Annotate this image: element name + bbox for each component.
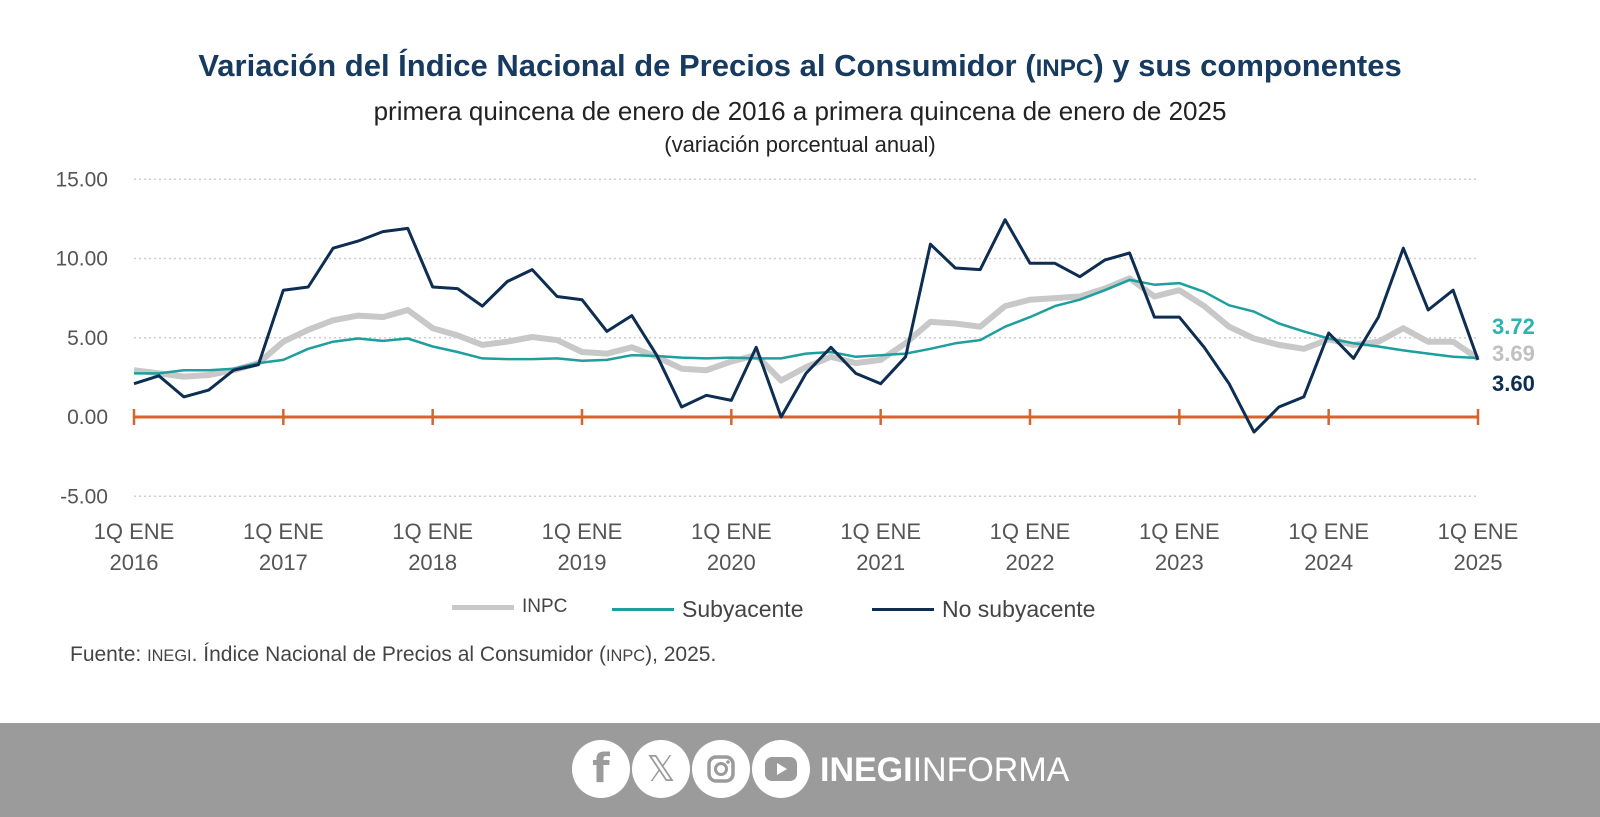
legend-swatch-subyacente (612, 608, 674, 611)
y-tick-label: -5.00 (60, 485, 108, 508)
x-tick-label: 1Q ENE (1438, 519, 1519, 544)
line-chart: 15.00 10.00 5.00 0.00 -5.00 1Q ENE 2016 1Q ENE 2… (55, 168, 1535, 575)
source-note: Fuente: INEGI. Índice Nacional de Precio… (70, 643, 716, 667)
x-tick-label: 2023 (1155, 550, 1204, 575)
chart-title: Variación del Índice Nacional de Precios… (0, 48, 1600, 84)
source-abbr: INEGI (147, 647, 192, 665)
x-icon[interactable]: 𝕏 (632, 740, 690, 798)
x-tick-label: 2016 (110, 550, 159, 575)
y-tick-label: 0.00 (67, 406, 108, 429)
x-tick-label: 1Q ENE (94, 519, 175, 544)
facebook-icon[interactable]: f (572, 740, 630, 798)
youtube-icon[interactable] (752, 740, 810, 798)
footer-bar: f 𝕏 INEGIINFORMA (0, 723, 1600, 817)
legend-item-inpc: INPC (452, 596, 567, 618)
legend-label: No subyacente (942, 596, 1096, 622)
inegi-informa-brand[interactable]: INEGIINFORMA (820, 751, 1069, 790)
y-tick-label: 5.00 (67, 327, 108, 350)
legend-label: Subyacente (682, 596, 804, 622)
x-tick-label: 1Q ENE (542, 519, 623, 544)
end-label-subyacente: 3.72 (1492, 314, 1535, 339)
source-abbr: INPC (605, 647, 646, 665)
x-tick-label: 2022 (1006, 550, 1055, 575)
y-tick-label: 15.00 (55, 168, 108, 191)
x-tick-label: 2018 (408, 550, 457, 575)
title-text-end: ) y sus componentes (1093, 48, 1402, 83)
source-text: ), 2025. (645, 643, 717, 666)
brand-bold: INEGI (820, 751, 913, 789)
legend-item-no-subyacente: No subyacente (872, 596, 1095, 623)
legend-label: INPC (522, 596, 568, 617)
y-tick-label: 10.00 (55, 248, 108, 271)
legend-item-subyacente: Subyacente (612, 596, 803, 623)
source-text: . Índice Nacional de Precios al Consumid… (191, 643, 606, 666)
x-tick-label: 2025 (1454, 550, 1503, 575)
x-tick-label: 1Q ENE (691, 519, 772, 544)
end-label-inpc: 3.69 (1492, 341, 1535, 366)
x-tick-label: 1Q ENE (392, 519, 473, 544)
x-tick-label: 2017 (259, 550, 308, 575)
series-line-subyacente (134, 278, 1479, 375)
instagram-icon[interactable] (692, 740, 750, 798)
chart-subtitle: primera quincena de enero de 2016 a prim… (373, 96, 1227, 126)
x-tick-label: 1Q ENE (243, 519, 324, 544)
source-text: Fuente: (70, 643, 148, 666)
series-line-no-subyacente (133, 218, 1480, 434)
title-text: Variación del Índice Nacional de Precios… (198, 48, 1036, 83)
title-abbr: INPC (1035, 55, 1094, 82)
legend: INPC Subyacente No subyacente (0, 596, 1600, 626)
brand-light: INFORMA (912, 751, 1070, 789)
x-tick-label: 2024 (1304, 550, 1353, 575)
unit-note: (variación porcentual anual) (664, 132, 936, 157)
legend-swatch-no-subyacente (872, 608, 934, 611)
x-tick-label: 2021 (856, 550, 905, 575)
series-line-inpc (133, 275, 1480, 384)
x-tick-label: 2020 (707, 550, 756, 575)
x-tick-label: 1Q ENE (840, 519, 921, 544)
end-label-no-subyacente: 3.60 (1492, 371, 1535, 396)
x-tick-label: 2019 (558, 550, 607, 575)
x-tick-label: 1Q ENE (1139, 519, 1220, 544)
x-tick-label: 1Q ENE (990, 519, 1071, 544)
legend-swatch-inpc (452, 604, 514, 610)
x-tick-label: 1Q ENE (1288, 519, 1369, 544)
